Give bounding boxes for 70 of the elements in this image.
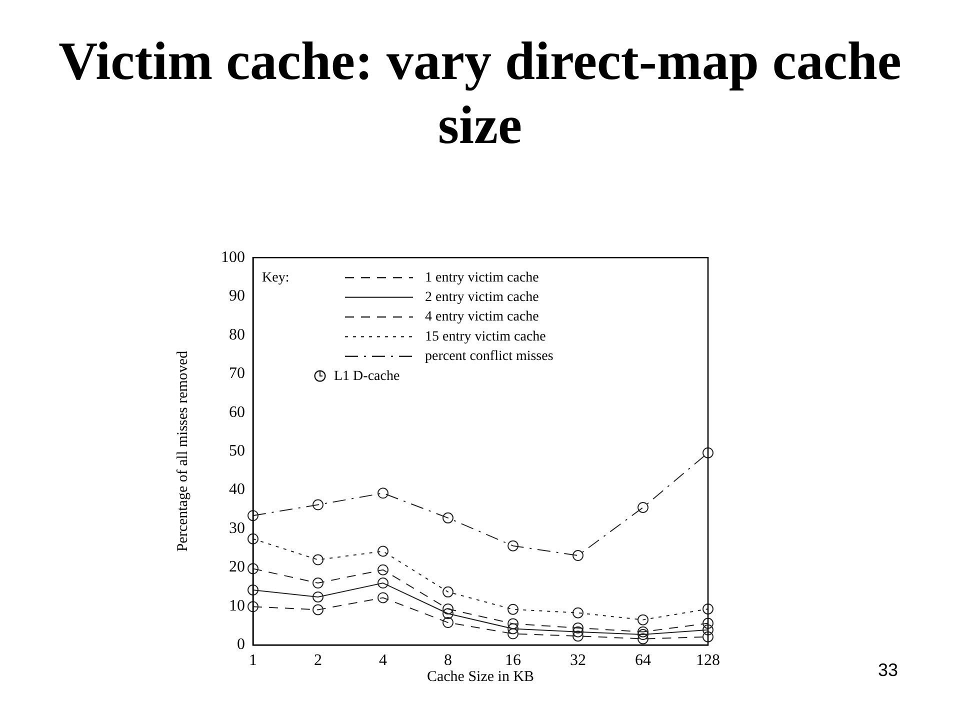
y-tick-label: 40	[229, 481, 245, 498]
point	[508, 540, 518, 552]
point	[442, 512, 454, 524]
point	[248, 533, 258, 544]
point	[638, 614, 648, 626]
legend-label: 2 entry victim cache	[425, 290, 539, 305]
point	[572, 626, 584, 638]
point	[378, 546, 388, 557]
x-tick-label: 32	[570, 652, 586, 669]
point	[442, 608, 454, 620]
x-axis-title: Cache Size in KB	[426, 668, 534, 685]
point	[248, 584, 258, 596]
point	[312, 499, 324, 510]
point	[312, 554, 324, 566]
point	[702, 631, 714, 642]
point	[378, 488, 388, 499]
y-tick-label: 20	[229, 558, 245, 576]
y-tick-label: 100	[221, 248, 245, 266]
x-tick-label: 64	[635, 652, 651, 669]
y-tick-label: 90	[229, 288, 245, 305]
legend-title: Key:	[262, 270, 290, 286]
point	[442, 617, 454, 628]
x-tick-label: 8	[444, 652, 452, 669]
y-tick-label: 0	[237, 636, 245, 654]
y-tick-label: 50	[229, 442, 245, 460]
point	[508, 604, 518, 615]
point	[508, 618, 518, 630]
x-tick-label: 1	[249, 652, 257, 669]
point	[638, 629, 648, 640]
point	[248, 601, 258, 612]
point	[442, 586, 454, 598]
point	[638, 633, 648, 644]
x-tick-label: 128	[696, 652, 720, 669]
point	[638, 626, 648, 638]
y-tick-label: 30	[229, 520, 245, 537]
legend-label: 1 entry victim cache	[425, 270, 539, 286]
point	[312, 578, 324, 589]
point	[702, 618, 714, 629]
y-axis-title: Percentage of all misses removed	[174, 350, 191, 552]
y-tick-label: 10	[229, 597, 245, 614]
point	[572, 607, 584, 618]
point	[508, 623, 518, 634]
text: 33	[878, 660, 898, 680]
point	[248, 563, 258, 574]
annotation: L1 D-cache	[334, 368, 400, 384]
point	[508, 628, 518, 640]
point	[638, 502, 648, 513]
y-tick-label: 60	[229, 404, 245, 421]
point	[312, 591, 324, 602]
point	[378, 564, 388, 576]
legend-label: 4 entry victim cache	[425, 310, 539, 325]
point	[702, 624, 714, 636]
y-tick-label: 80	[229, 326, 245, 344]
x-tick-label: 4	[379, 652, 387, 669]
point	[572, 622, 584, 634]
x-tick-label: 2	[314, 652, 322, 669]
point	[572, 550, 584, 562]
point	[248, 510, 258, 522]
point	[378, 592, 388, 604]
x-tick-label: 16	[505, 652, 521, 669]
point	[442, 603, 454, 614]
legend-label: percent conflict misses	[425, 349, 554, 364]
y-tick-label: 70	[229, 365, 245, 382]
point	[312, 604, 324, 616]
point	[378, 578, 388, 589]
point	[702, 603, 714, 614]
chart-title: Victim cache: vary direct-map cache size	[58, 30, 902, 157]
point	[702, 447, 714, 458]
point	[572, 630, 584, 642]
legend-label: 15 entry victim cache	[425, 329, 546, 344]
